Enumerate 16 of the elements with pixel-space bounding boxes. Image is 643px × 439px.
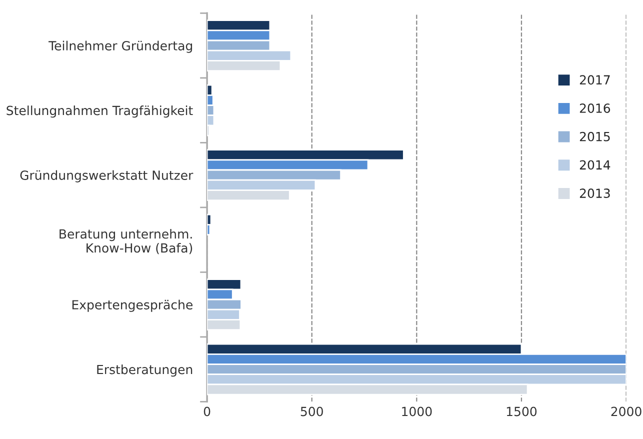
- x-tick-label: 1000: [402, 406, 432, 416]
- y-tick-label: Beratung unternehm. Know-How (Bafa): [60, 229, 192, 254]
- y-tick-label: Gründungswerkstatt Nutzer: [20, 170, 194, 182]
- y-tick-label: Stellungnahmen Tragfähigkeit: [6, 106, 193, 118]
- x-tick-label: 1500: [506, 406, 537, 416]
- legend-label: 2017: [580, 75, 610, 85]
- y-tick-label: Teilnehmer Gründertag: [48, 40, 192, 53]
- legend-label: 2013: [580, 188, 610, 198]
- y-tick-label: Expertengespräche: [72, 300, 192, 312]
- x-tick-label: 2000: [611, 406, 642, 416]
- y-tick-label: Erstberatungen: [97, 364, 192, 377]
- x-tick-label: 500: [300, 406, 323, 416]
- legend-label: 2014: [580, 160, 610, 170]
- legend-label: 2016: [580, 103, 610, 113]
- legend-label: 2015: [580, 132, 610, 142]
- x-tick-label: 0: [204, 406, 210, 416]
